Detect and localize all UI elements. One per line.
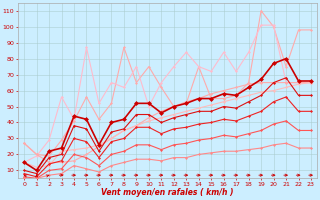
X-axis label: Vent moyen/en rafales ( km/h ): Vent moyen/en rafales ( km/h ) bbox=[101, 188, 234, 197]
